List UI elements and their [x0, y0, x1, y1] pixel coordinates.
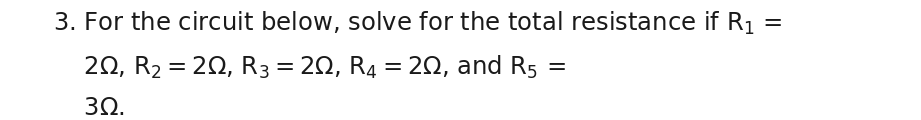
Text: 3. For the circuit below, solve for the total resistance if $\mathrm{R}_1$ =: 3. For the circuit below, solve for the …: [53, 10, 783, 37]
Text: $2\Omega$, $\mathrm{R}_2 = 2\Omega$, $\mathrm{R}_3 = 2\Omega$, $\mathrm{R}_4 = 2: $2\Omega$, $\mathrm{R}_2 = 2\Omega$, $\m…: [53, 53, 566, 81]
Text: $3\Omega$.: $3\Omega$.: [53, 96, 125, 120]
